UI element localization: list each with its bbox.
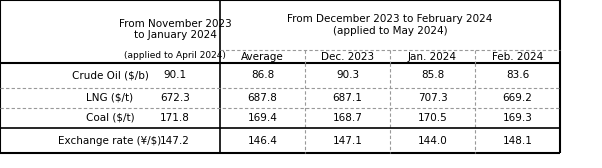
Text: 170.5: 170.5 bbox=[418, 113, 447, 123]
Text: 169.3: 169.3 bbox=[503, 113, 532, 123]
Text: 171.8: 171.8 bbox=[160, 113, 190, 123]
Text: Average: Average bbox=[241, 52, 284, 61]
Text: 86.8: 86.8 bbox=[251, 71, 274, 80]
Text: Exchange rate (¥/$): Exchange rate (¥/$) bbox=[58, 136, 161, 145]
Text: 83.6: 83.6 bbox=[506, 71, 529, 80]
Text: 687.8: 687.8 bbox=[247, 93, 278, 103]
Text: 146.4: 146.4 bbox=[247, 136, 278, 145]
Text: 168.7: 168.7 bbox=[332, 113, 362, 123]
Text: 147.1: 147.1 bbox=[332, 136, 362, 145]
Text: Dec. 2023: Dec. 2023 bbox=[321, 52, 374, 61]
Text: 85.8: 85.8 bbox=[421, 71, 444, 80]
Text: 90.3: 90.3 bbox=[336, 71, 359, 80]
Text: Jan. 2024: Jan. 2024 bbox=[408, 52, 457, 61]
Text: Coal ($/t): Coal ($/t) bbox=[85, 113, 134, 123]
Text: (applied to April 2024): (applied to April 2024) bbox=[124, 52, 226, 60]
Text: 687.1: 687.1 bbox=[332, 93, 362, 103]
Text: 90.1: 90.1 bbox=[163, 71, 187, 80]
Text: Crude Oil ($/b): Crude Oil ($/b) bbox=[72, 71, 149, 80]
Text: 144.0: 144.0 bbox=[418, 136, 447, 145]
Text: 669.2: 669.2 bbox=[503, 93, 532, 103]
Text: 147.2: 147.2 bbox=[160, 136, 190, 145]
Text: From November 2023
to January 2024: From November 2023 to January 2024 bbox=[119, 19, 231, 40]
Text: 672.3: 672.3 bbox=[160, 93, 190, 103]
Text: 707.3: 707.3 bbox=[418, 93, 447, 103]
Text: 169.4: 169.4 bbox=[247, 113, 278, 123]
Text: From December 2023 to February 2024
(applied to May 2024): From December 2023 to February 2024 (app… bbox=[287, 14, 492, 36]
Text: Feb. 2024: Feb. 2024 bbox=[492, 52, 543, 61]
Text: LNG ($/t): LNG ($/t) bbox=[87, 93, 134, 103]
Text: 148.1: 148.1 bbox=[503, 136, 532, 145]
